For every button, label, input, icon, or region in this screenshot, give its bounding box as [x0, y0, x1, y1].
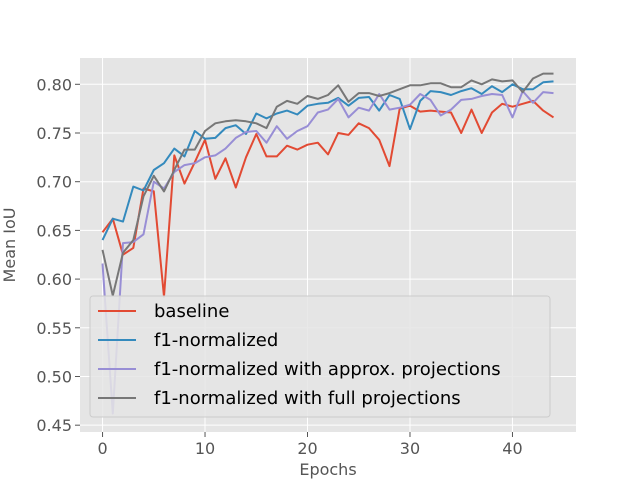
y-tick-label: 0.50: [36, 367, 72, 386]
legend: baseline f1-normalized f1-normalized with …: [89, 295, 551, 418]
y-tick-label: 0.60: [36, 270, 72, 289]
y-tick-label: 0.65: [36, 221, 72, 240]
y-tick-label: 0.55: [36, 319, 72, 338]
x-tick-label: 40: [502, 439, 522, 458]
legend-item: f1-normalized with full projections: [98, 388, 461, 409]
legend-item: f1-normalized with approx. projections: [98, 359, 501, 380]
series-line: [101, 72, 554, 297]
series-layer: [101, 72, 555, 415]
y-tick-label: 0.75: [36, 124, 72, 143]
legend-box: [89, 295, 551, 418]
legend-label: baseline: [154, 301, 229, 322]
series-2: [101, 80, 554, 241]
x-axis-label: Epochs: [299, 460, 356, 479]
x-tick-label: 0: [97, 439, 107, 458]
series-line: [101, 80, 554, 241]
legend-label: f1-normalized with approx. projections: [154, 359, 501, 380]
y-tick-label: 0.70: [36, 173, 72, 192]
ticks: 0 10 20 30 40 0.45 0.50 0.55 0.60 0.65 0.70 0.75 0.8…: [36, 75, 522, 458]
legend-item: f1-normalized: [98, 330, 278, 351]
x-tick-label: 30: [400, 439, 420, 458]
series-4: [101, 72, 554, 297]
y-axis-label: Mean IoU: [0, 208, 19, 283]
legend-label: f1-normalized: [154, 330, 278, 351]
x-tick-label: 20: [297, 439, 317, 458]
y-tick-label: 0.80: [36, 75, 72, 94]
series-3: [101, 90, 554, 415]
legend-label: f1-normalized with full projections: [154, 388, 461, 409]
legend-item: baseline: [98, 301, 229, 322]
series-line: [101, 90, 554, 415]
y-tick-label: 0.45: [36, 416, 72, 435]
x-tick-label: 10: [195, 439, 215, 458]
